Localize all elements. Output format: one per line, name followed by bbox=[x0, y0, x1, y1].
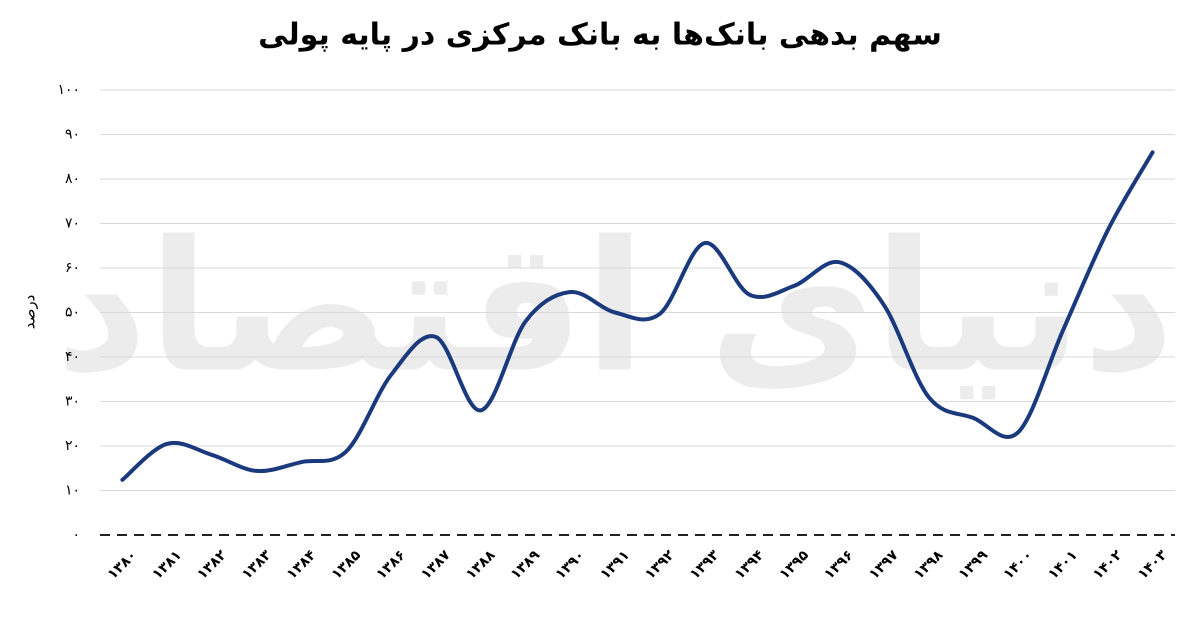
x-tick-label: ۱۴۰۳ bbox=[1135, 547, 1171, 583]
y-tick-label: ۰ bbox=[72, 527, 80, 543]
x-tick-label: ۱۳۸۰ bbox=[105, 547, 140, 582]
x-tick-label: ۱۳۸۵ bbox=[329, 547, 365, 583]
data-line bbox=[120, 150, 1155, 482]
x-tick-label: ۱۳۹۱ bbox=[597, 547, 632, 582]
y-tick-label: ۱۰ bbox=[65, 483, 80, 499]
x-tick-label: ۱۳۹۸ bbox=[911, 547, 947, 583]
x-tick-label: ۱۳۹۳ bbox=[687, 547, 723, 583]
chart-title: سهم بدهی بانک‌ها به بانک مرکزی در پایه پ… bbox=[258, 18, 942, 53]
x-tick-label: ۱۳۸۲ bbox=[194, 547, 230, 583]
y-tick-label: ۸۰ bbox=[65, 171, 80, 187]
x-tick-label: ۱۳۹۶ bbox=[821, 547, 856, 582]
x-tick-label: ۱۳۸۴ bbox=[284, 547, 320, 583]
y-tick-label: ۵۰ bbox=[65, 305, 80, 321]
y-tick-label: ۶۰ bbox=[65, 260, 80, 276]
x-tick-label: ۱۳۸۱ bbox=[149, 547, 184, 582]
y-tick-label: ۲۰ bbox=[65, 438, 80, 454]
x-tick-label: ۱۳۹۹ bbox=[956, 547, 992, 583]
y-tick-label: ۴۰ bbox=[65, 349, 80, 365]
x-tick-label: ۱۳۹۵ bbox=[777, 547, 813, 583]
y-tick-label: ۹۰ bbox=[65, 127, 80, 143]
x-tick-label: ۱۴۰۲ bbox=[1090, 547, 1126, 583]
watermark: دنیای اقتصاد bbox=[55, 203, 1174, 412]
x-tick-label: ۱۳۸۳ bbox=[239, 547, 275, 583]
x-tick-label: ۱۴۰۱ bbox=[1045, 547, 1080, 582]
x-tick-label: ۱۳۸۹ bbox=[508, 547, 544, 583]
y-tick-label: ۷۰ bbox=[65, 216, 80, 232]
y-tick-label: ۱۰۰ bbox=[57, 82, 80, 98]
x-tick-label: ۱۳۹۲ bbox=[642, 547, 678, 583]
x-tick-label: ۱۳۸۶ bbox=[373, 547, 408, 582]
x-tick-label: ۱۴۰۰ bbox=[1000, 547, 1035, 582]
x-tick-label: ۱۳۹۴ bbox=[732, 547, 768, 583]
y-tick-label: ۳۰ bbox=[65, 394, 80, 410]
x-tick-label: ۱۳۸۷ bbox=[418, 547, 454, 583]
x-tick-label: ۱۳۸۸ bbox=[463, 547, 499, 583]
x-tick-label: ۱۳۹۰ bbox=[553, 547, 588, 582]
y-axis-title: درصد bbox=[21, 295, 39, 330]
x-tick-label: ۱۳۹۷ bbox=[866, 547, 902, 583]
